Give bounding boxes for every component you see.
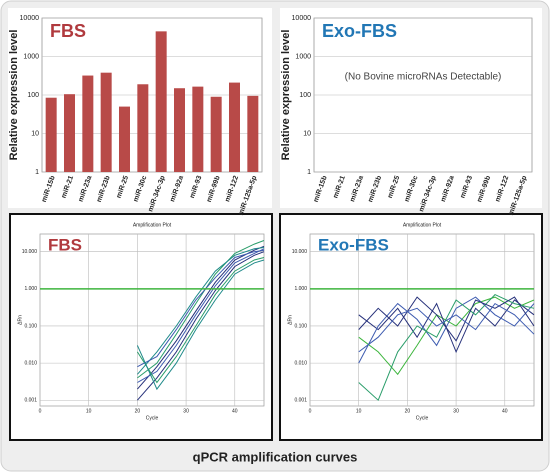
y-tick-label: 1 bbox=[35, 169, 39, 176]
curve bbox=[136, 257, 265, 384]
plot-area bbox=[309, 233, 535, 407]
x-axis-label: Cycle bbox=[416, 415, 429, 421]
x-tick-label: 0 bbox=[309, 408, 312, 414]
subtitle: Amplification Plot bbox=[403, 222, 442, 228]
y-tick-label: 100 bbox=[299, 92, 311, 99]
bar bbox=[174, 88, 185, 172]
bar bbox=[229, 82, 240, 172]
y-tick-label: 10 bbox=[31, 130, 39, 137]
bar bbox=[45, 97, 57, 172]
y-tick-label: 1.000 bbox=[294, 286, 307, 292]
y-tick-label: 1000 bbox=[23, 53, 39, 60]
curve bbox=[358, 293, 535, 402]
bar bbox=[82, 75, 94, 172]
y-tick-label: 10000 bbox=[292, 15, 312, 22]
chart-title: FBS bbox=[48, 235, 82, 254]
curve bbox=[358, 302, 535, 353]
curve bbox=[358, 296, 535, 342]
bar bbox=[137, 84, 149, 172]
y-axis-label: ΔRn bbox=[287, 315, 293, 325]
annotation: (No Bovine microRNAs Detectable) bbox=[345, 72, 502, 83]
y-tick-label: 0.001 bbox=[24, 398, 37, 404]
y-axis-label: ΔRn bbox=[17, 315, 23, 325]
y-tick-label: 0.010 bbox=[24, 360, 37, 366]
y-tick-label: 1.000 bbox=[24, 286, 37, 292]
y-tick-label: 0.100 bbox=[24, 323, 37, 329]
caption: qPCR amplification curves bbox=[193, 449, 358, 464]
bar bbox=[119, 106, 130, 172]
curve bbox=[137, 245, 265, 390]
y-axis-label: Relative expression level bbox=[280, 30, 292, 161]
bar bbox=[192, 86, 204, 172]
y-tick-label: 1000 bbox=[295, 53, 311, 60]
x-tick-label: 40 bbox=[502, 408, 508, 414]
y-tick-label: 0.010 bbox=[294, 360, 307, 366]
y-axis-label: Relative expression level bbox=[8, 30, 20, 161]
y-tick-label: 100 bbox=[27, 92, 39, 99]
x-tick-label: 20 bbox=[135, 408, 141, 414]
x-tick-label: 0 bbox=[39, 408, 42, 414]
curve bbox=[136, 259, 265, 391]
y-tick-label: 10.000 bbox=[22, 249, 38, 255]
chart-title: FBS bbox=[50, 21, 86, 41]
x-axis-label: Cycle bbox=[146, 415, 159, 421]
y-tick-label: 0.001 bbox=[294, 398, 307, 404]
curve bbox=[358, 296, 535, 364]
plot-area bbox=[39, 233, 265, 407]
y-tick-label: 10.000 bbox=[292, 249, 308, 255]
x-tick-label: 10 bbox=[356, 408, 362, 414]
x-tick-label: 30 bbox=[453, 408, 459, 414]
bar bbox=[247, 95, 259, 172]
bar bbox=[210, 96, 222, 172]
x-tick-label: 40 bbox=[232, 408, 238, 414]
subtitle: Amplification Plot bbox=[133, 222, 172, 228]
curve bbox=[137, 247, 265, 375]
curve bbox=[137, 251, 265, 401]
bar bbox=[155, 31, 167, 172]
bar bbox=[64, 94, 75, 172]
bar bbox=[100, 72, 112, 172]
y-tick-label: 1 bbox=[307, 169, 311, 176]
x-tick-label: 30 bbox=[183, 408, 189, 414]
chart-title: Exo-FBS bbox=[322, 21, 397, 41]
x-tick-label: 20 bbox=[405, 408, 411, 414]
y-tick-label: 10000 bbox=[20, 15, 40, 22]
curve bbox=[137, 248, 265, 383]
x-tick-label: 10 bbox=[86, 408, 92, 414]
y-tick-label: 0.100 bbox=[294, 323, 307, 329]
chart-title: Exo-FBS bbox=[318, 235, 389, 254]
y-tick-label: 10 bbox=[303, 130, 311, 137]
